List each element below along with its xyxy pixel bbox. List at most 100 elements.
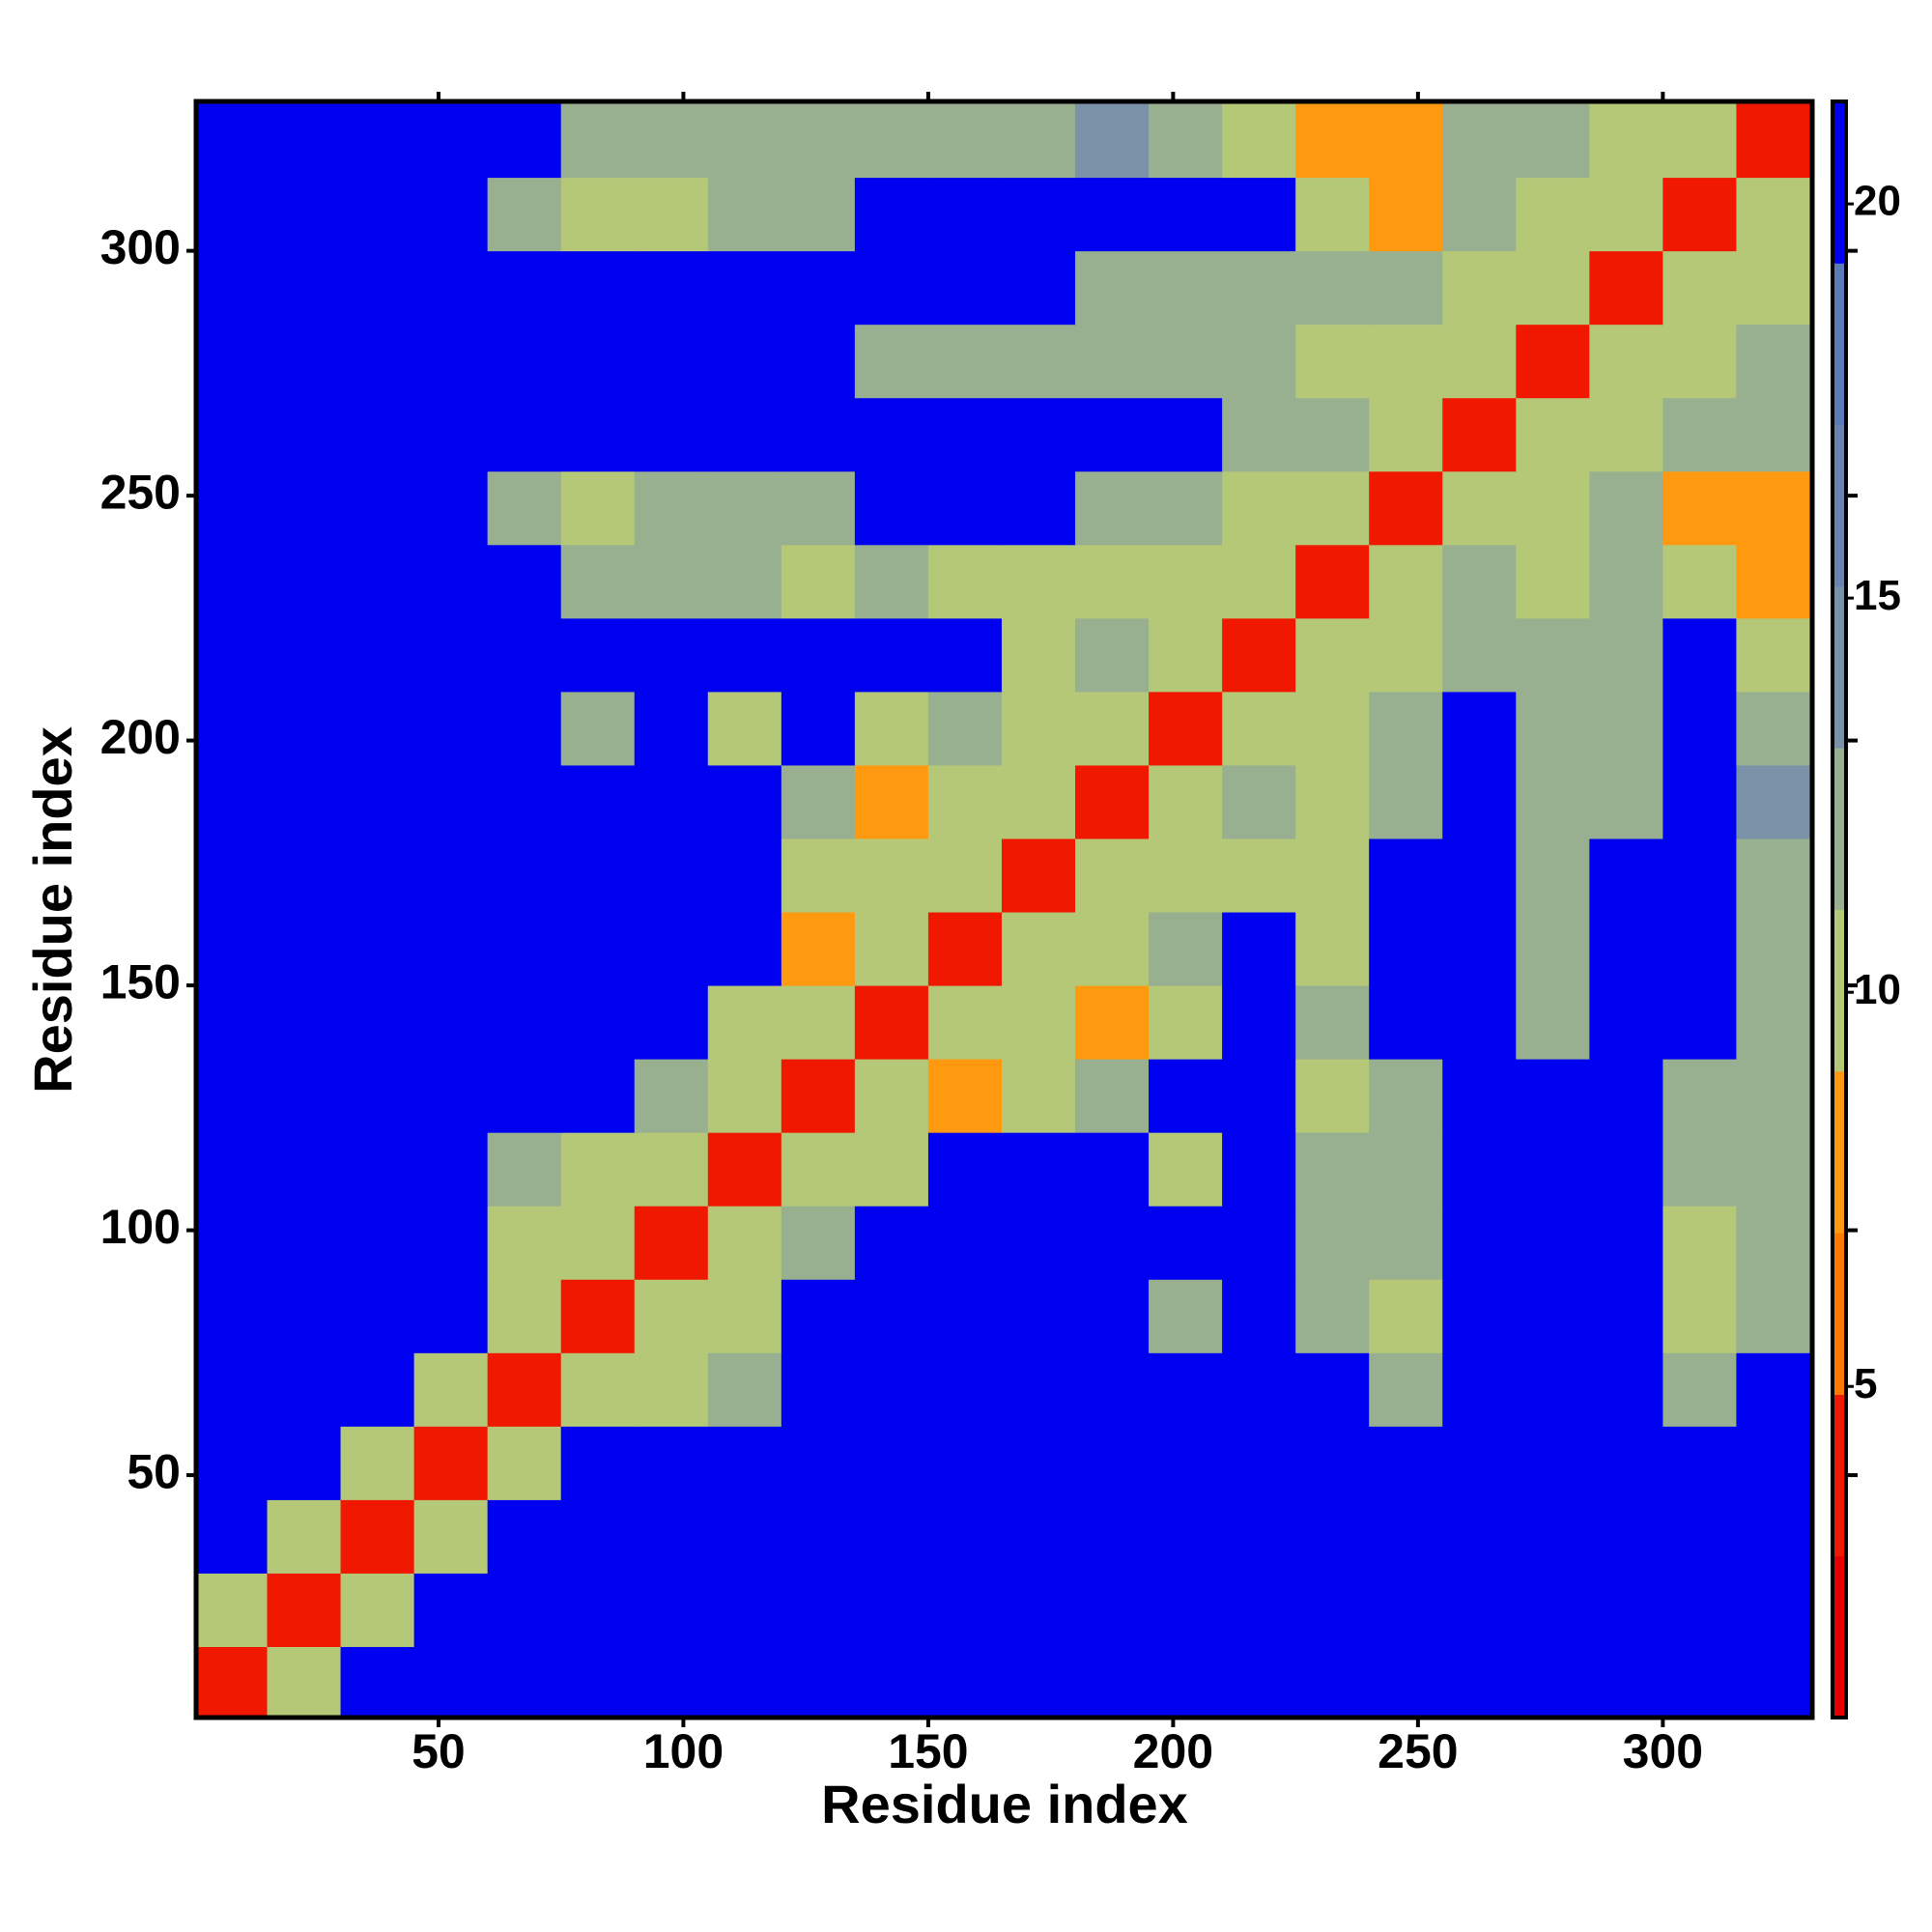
- heatmap-cell: [413, 764, 489, 839]
- heatmap-cell: [267, 985, 342, 1060]
- heatmap-cell: [1295, 764, 1370, 839]
- heatmap-cell: [196, 397, 269, 472]
- heatmap-cell: [340, 1499, 415, 1574]
- x-tick-label: 200: [1133, 1724, 1213, 1778]
- heatmap-cell: [1589, 1206, 1663, 1280]
- heatmap-cell: [781, 1206, 856, 1280]
- heatmap-cell: [1075, 838, 1150, 913]
- y-tick-label: 100: [100, 1200, 181, 1254]
- heatmap-cell: [1075, 1059, 1150, 1133]
- heatmap-cell: [1222, 177, 1296, 252]
- heatmap-cell: [634, 1573, 709, 1647]
- heatmap-cell: [1075, 1499, 1150, 1574]
- heatmap-cell: [1589, 1059, 1663, 1133]
- heatmap-cell: [634, 103, 709, 179]
- heatmap-cell: [1736, 1646, 1810, 1718]
- heatmap-cell: [1516, 397, 1590, 472]
- heatmap-cell: [1222, 397, 1296, 472]
- heatmap-cell: [1736, 1059, 1810, 1133]
- heatmap-cell: [1149, 1352, 1223, 1427]
- heatmap-cell: [1662, 1646, 1737, 1718]
- heatmap-cell: [707, 177, 782, 252]
- heatmap-cell: [1295, 250, 1370, 326]
- heatmap-cell: [707, 544, 782, 619]
- heatmap-cell: [634, 985, 709, 1060]
- heatmap-cell: [707, 617, 782, 693]
- heatmap-cell: [267, 544, 342, 619]
- heatmap-cell: [1516, 324, 1590, 399]
- heatmap-cell: [707, 1352, 782, 1427]
- heatmap-cell: [927, 617, 1003, 693]
- x-tick-label: 100: [643, 1724, 724, 1778]
- heatmap-cell: [854, 1206, 929, 1280]
- heatmap-cell: [1516, 250, 1590, 326]
- heatmap-cell: [267, 250, 342, 326]
- heatmap-cell: [1369, 1206, 1443, 1280]
- heatmap-cell: [1295, 1573, 1370, 1647]
- heatmap-cell: [1736, 470, 1810, 546]
- heatmap-cell: [1369, 324, 1443, 399]
- heatmap-cell: [1736, 544, 1810, 619]
- heatmap-cell: [1075, 912, 1150, 986]
- colorbar-band: [1833, 263, 1846, 426]
- heatmap-cell: [1589, 764, 1663, 839]
- heatmap-cell: [1001, 764, 1076, 839]
- heatmap-cell: [1222, 324, 1296, 399]
- heatmap-cell: [1369, 103, 1443, 179]
- heatmap-cell: [487, 1132, 562, 1207]
- heatmap-cell: [781, 1059, 856, 1133]
- heatmap-cell: [707, 103, 782, 179]
- heatmap-cell: [927, 177, 1003, 252]
- heatmap-cell: [707, 250, 782, 326]
- heatmap-cell: [487, 1352, 562, 1427]
- heatmap-cell: [634, 1499, 709, 1574]
- heatmap-cell: [1369, 838, 1443, 913]
- heatmap-cell: [634, 1279, 709, 1353]
- heatmap-cell: [487, 764, 562, 839]
- heatmap-cell: [1222, 1206, 1296, 1280]
- heatmap-cell: [196, 617, 269, 693]
- heatmap-cell: [1662, 764, 1737, 839]
- heatmap-cell: [1001, 1279, 1076, 1353]
- heatmap-cell: [1442, 1352, 1517, 1427]
- heatmap-cell: [707, 1132, 782, 1207]
- heatmap-cell: [1442, 177, 1517, 252]
- heatmap-cell: [196, 1352, 269, 1427]
- heatmap-cell: [707, 1499, 782, 1574]
- heatmap-cell: [413, 1132, 489, 1207]
- heatmap-cell: [781, 838, 856, 913]
- heatmap-cell: [267, 470, 342, 546]
- heatmap-cell: [1075, 1279, 1150, 1353]
- heatmap-cell: [1001, 985, 1076, 1060]
- heatmap-cell: [927, 1646, 1003, 1718]
- heatmap-cell: [781, 912, 856, 986]
- heatmap-cell: [340, 912, 415, 986]
- heatmap-cell: [340, 1573, 415, 1647]
- heatmap-cell: [927, 1059, 1003, 1133]
- heatmap-cell: [1295, 1206, 1370, 1280]
- heatmap-cell: [1442, 544, 1517, 619]
- heatmap-cell: [781, 177, 856, 252]
- heatmap-cell: [560, 1573, 636, 1647]
- heatmap-cell: [1442, 1059, 1517, 1133]
- heatmap-cell: [560, 1426, 636, 1500]
- heatmap-cell: [1736, 912, 1810, 986]
- heatmap-cell: [413, 691, 489, 766]
- heatmap-cell: [1001, 1059, 1076, 1133]
- heatmap-cell: [1369, 985, 1443, 1060]
- heatmap-cell: [413, 838, 489, 913]
- heatmap-cell: [1222, 912, 1296, 986]
- heatmap-cell: [927, 103, 1003, 179]
- heatmap-cell: [1295, 1499, 1370, 1574]
- heatmap-cell: [1075, 617, 1150, 693]
- heatmap-cell: [1516, 1206, 1590, 1280]
- heatmap-cell: [1516, 838, 1590, 913]
- heatmap-cell: [1369, 617, 1443, 693]
- y-tick-label: 200: [100, 710, 181, 764]
- heatmap-cell: [1075, 324, 1150, 399]
- heatmap-cell: [560, 764, 636, 839]
- heatmap-cell: [1001, 324, 1076, 399]
- heatmap-cell: [340, 1352, 415, 1427]
- heatmap-cell: [1295, 470, 1370, 546]
